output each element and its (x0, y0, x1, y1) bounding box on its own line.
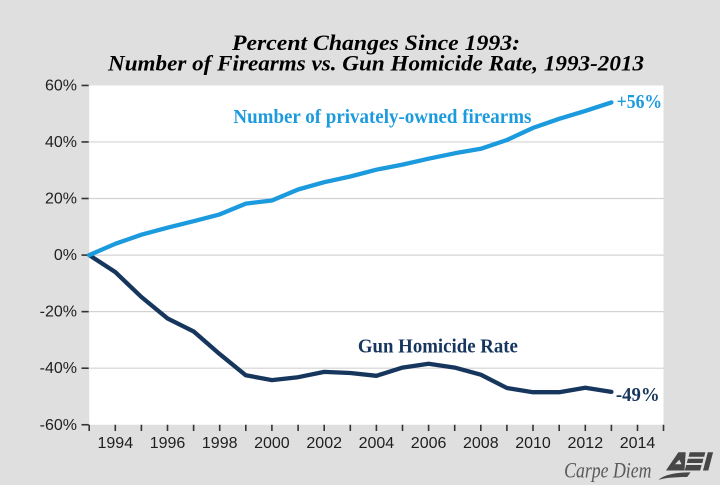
svg-text:2002: 2002 (306, 435, 342, 452)
svg-text:-60%: -60% (40, 417, 77, 434)
svg-text:-20%: -20% (40, 304, 77, 321)
svg-text:-40%: -40% (40, 360, 77, 377)
svg-text:Number of privately-owned fire: Number of privately-owned firearms (233, 106, 531, 128)
svg-text:20%: 20% (45, 191, 77, 208)
svg-text:2008: 2008 (463, 435, 499, 452)
svg-text:1994: 1994 (98, 435, 134, 452)
svg-text:2014: 2014 (620, 435, 656, 452)
svg-text:Carpe Diem: Carpe Diem (564, 457, 651, 482)
svg-text:Gun Homicide Rate: Gun Homicide Rate (358, 336, 518, 358)
svg-text:1998: 1998 (202, 435, 238, 452)
svg-text:60%: 60% (45, 78, 77, 95)
svg-text:-49%: -49% (616, 384, 660, 406)
svg-text:1996: 1996 (150, 435, 186, 452)
svg-text:2012: 2012 (568, 435, 604, 452)
svg-text:2006: 2006 (411, 435, 447, 452)
svg-text:+56%: +56% (617, 91, 663, 113)
svg-text:Number of Firearms vs. Gun Hom: Number of Firearms vs. Gun Homicide Rate… (107, 51, 644, 76)
svg-text:40%: 40% (45, 134, 77, 151)
svg-text:2004: 2004 (359, 435, 395, 452)
svg-text:0%: 0% (54, 247, 77, 264)
svg-text:2010: 2010 (515, 435, 551, 452)
svg-text:2000: 2000 (254, 435, 290, 452)
svg-text:Percent Changes Since 1993:: Percent Changes Since 1993: (231, 30, 520, 55)
